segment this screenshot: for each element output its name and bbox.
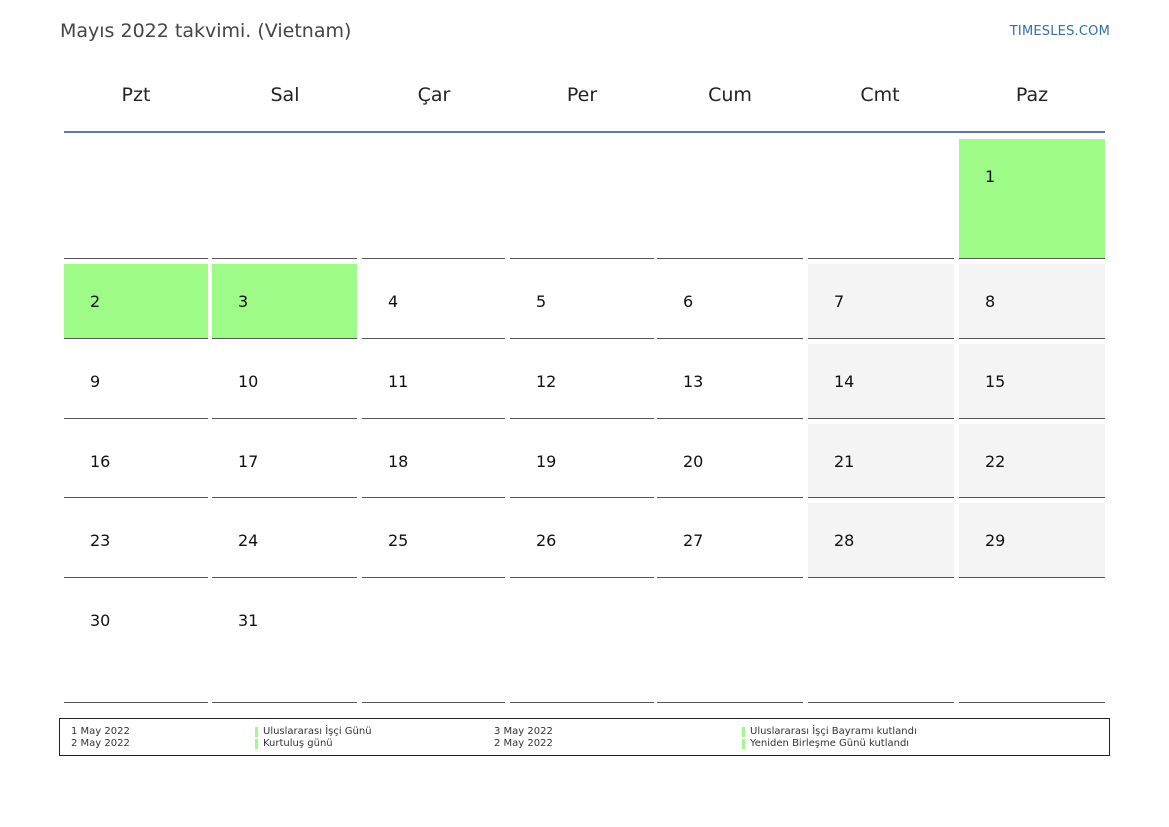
day-number: 4 — [388, 292, 399, 311]
day-number: 21 — [834, 452, 855, 471]
day-cell: 8 — [959, 264, 1105, 339]
day-cell: 16 — [64, 424, 208, 498]
empty-day-cell — [657, 139, 803, 259]
day-cell: 4 — [362, 264, 505, 339]
day-number: 19 — [536, 452, 557, 471]
legend-holiday-name: Yeniden Birleşme Günü kutlandı — [750, 738, 910, 749]
day-cell: 15 — [959, 344, 1105, 419]
day-cell: 17 — [212, 424, 357, 498]
weekday-label: Per — [566, 84, 598, 106]
day-cell: 3 — [212, 264, 357, 339]
day-number: 7 — [834, 292, 845, 311]
day-cell: 9 — [64, 344, 208, 419]
day-number: 24 — [238, 531, 259, 550]
weekday-label: Pzt — [121, 84, 151, 106]
empty-day-cell — [808, 139, 954, 259]
day-number: 15 — [985, 372, 1006, 391]
day-cell: 14 — [808, 344, 954, 419]
day-cell: 13 — [657, 344, 803, 419]
empty-day-cell — [362, 139, 505, 259]
day-cell: 1 — [959, 139, 1105, 259]
day-cell: 10 — [212, 344, 357, 419]
weekday-label: Cmt — [860, 84, 900, 106]
day-number: 1 — [985, 167, 996, 186]
legend-date: 3 May 2022 — [494, 726, 553, 737]
day-cell: 25 — [362, 503, 505, 578]
day-cell: 26 — [510, 503, 654, 578]
header-rule — [64, 131, 1105, 133]
weekday-label: Sal — [270, 84, 300, 106]
day-number: 25 — [388, 531, 409, 550]
day-cell: 31 — [212, 583, 357, 703]
day-number: 14 — [834, 372, 855, 391]
day-cell: 7 — [808, 264, 954, 339]
day-number: 8 — [985, 292, 996, 311]
day-number: 28 — [834, 531, 855, 550]
page-title: Mayıs 2022 takvimi. (Vietnam) — [60, 20, 352, 42]
empty-day-cell — [212, 139, 357, 259]
weekday-label: Cum — [708, 84, 752, 106]
empty-day-cell — [64, 139, 208, 259]
empty-day-cell — [510, 139, 654, 259]
day-number: 11 — [388, 372, 409, 391]
legend-holiday-name: Uluslararası İşçi Bayramı kutlandı — [750, 726, 917, 737]
empty-day-cell — [657, 583, 803, 703]
day-cell: 24 — [212, 503, 357, 578]
day-number: 12 — [536, 372, 557, 391]
day-cell: 21 — [808, 424, 954, 498]
day-number: 2 — [90, 292, 101, 311]
holiday-marker-icon — [255, 727, 258, 737]
day-cell: 18 — [362, 424, 505, 498]
empty-day-cell — [959, 583, 1105, 703]
day-number: 17 — [238, 452, 259, 471]
legend-holiday-name: Uluslararası İşçi Günü — [263, 726, 372, 737]
holiday-marker-icon — [742, 727, 745, 737]
day-number: 3 — [238, 292, 249, 311]
day-number: 23 — [90, 531, 111, 550]
day-number: 29 — [985, 531, 1006, 550]
day-number: 22 — [985, 452, 1006, 471]
day-number: 31 — [238, 611, 259, 630]
legend-date: 1 May 2022 — [71, 726, 130, 737]
day-cell: 19 — [510, 424, 654, 498]
holiday-marker-icon — [742, 739, 745, 749]
legend-date: 2 May 2022 — [494, 738, 553, 749]
day-number: 6 — [683, 292, 694, 311]
empty-day-cell — [808, 583, 954, 703]
legend-holiday-name: Kurtuluş günü — [263, 738, 333, 749]
day-cell: 22 — [959, 424, 1105, 498]
day-number: 26 — [536, 531, 557, 550]
day-number: 16 — [90, 452, 111, 471]
holiday-legend: 1 May 2022 Uluslararası İşçi Günü 2 May … — [59, 718, 1110, 756]
day-cell: 6 — [657, 264, 803, 339]
day-cell: 27 — [657, 503, 803, 578]
day-cell: 28 — [808, 503, 954, 578]
day-cell: 30 — [64, 583, 208, 703]
day-cell: 12 — [510, 344, 654, 419]
day-cell: 29 — [959, 503, 1105, 578]
day-number: 13 — [683, 372, 704, 391]
day-number: 10 — [238, 372, 259, 391]
weekday-header: Pzt Sal Çar Per Cum Cmt Paz — [64, 84, 1105, 114]
holiday-marker-icon — [255, 739, 258, 749]
weekday-label: Paz — [1015, 84, 1049, 106]
day-cell: 20 — [657, 424, 803, 498]
day-cell: 2 — [64, 264, 208, 339]
legend-date: 2 May 2022 — [71, 738, 130, 749]
day-number: 27 — [683, 531, 704, 550]
day-number: 20 — [683, 452, 704, 471]
empty-day-cell — [510, 583, 654, 703]
day-cell: 11 — [362, 344, 505, 419]
day-number: 9 — [90, 372, 101, 391]
day-cell: 5 — [510, 264, 654, 339]
day-number: 30 — [90, 611, 111, 630]
weekday-label: Çar — [417, 84, 451, 106]
brand-link[interactable]: TIMESLES.COM — [1009, 24, 1110, 39]
day-cell: 23 — [64, 503, 208, 578]
day-number: 5 — [536, 292, 547, 311]
day-number: 18 — [388, 452, 409, 471]
empty-day-cell — [362, 583, 505, 703]
